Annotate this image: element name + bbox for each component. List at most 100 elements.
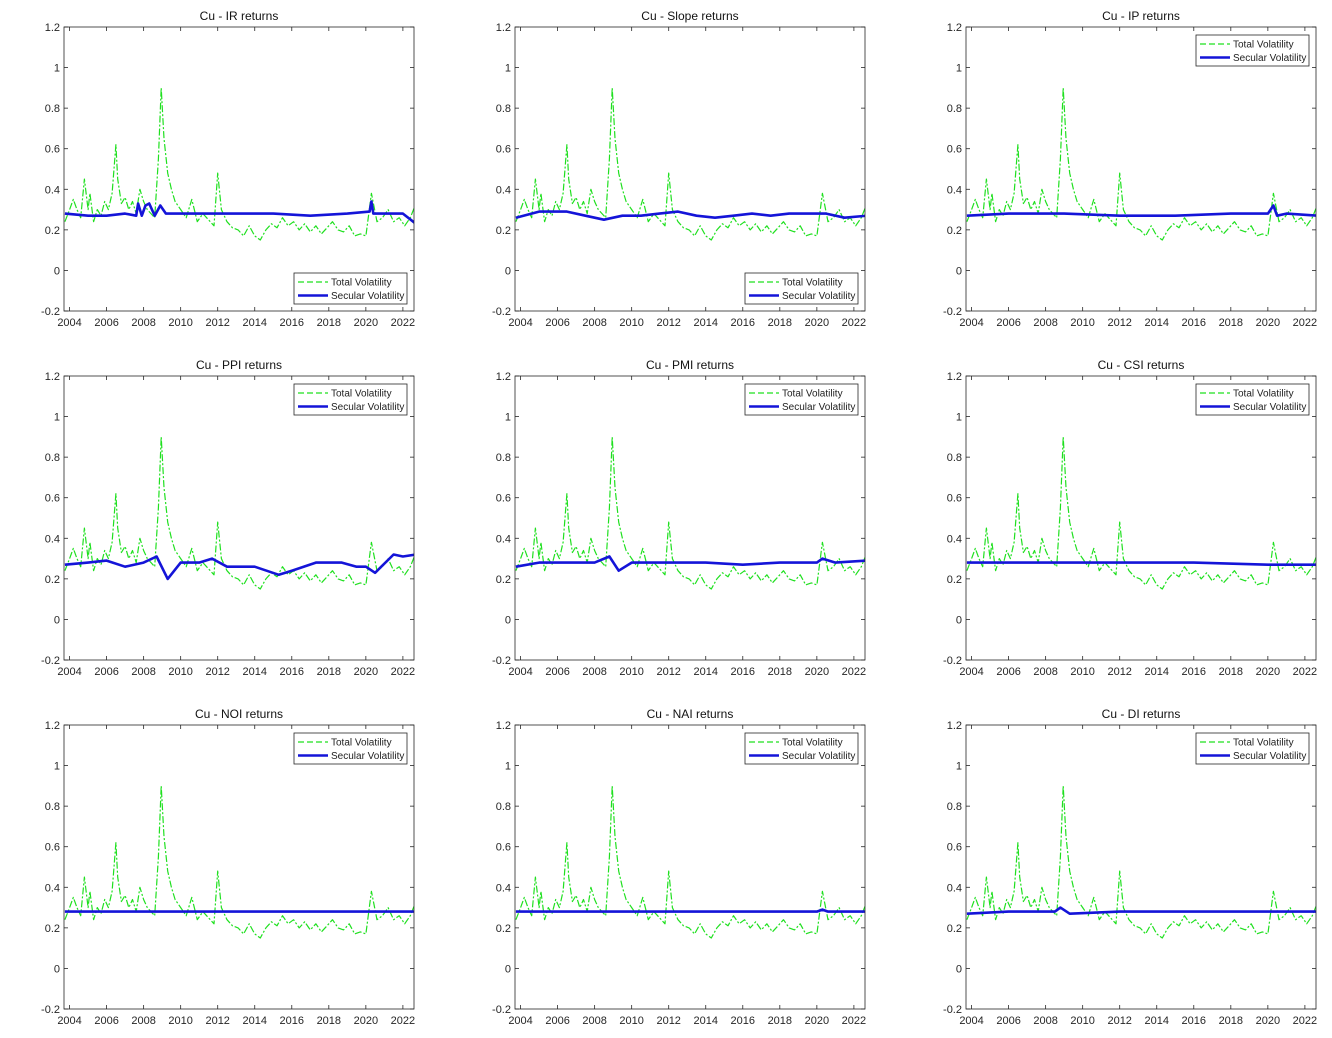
legend-label: Secular Volatility bbox=[1233, 402, 1306, 413]
y-tick-label: 0.2 bbox=[45, 923, 60, 935]
y-tick-label: 0.4 bbox=[45, 184, 60, 196]
y-tick-label: 0.8 bbox=[496, 103, 511, 115]
y-tick-label: 0 bbox=[54, 963, 60, 975]
y-tick-label: 0.6 bbox=[947, 493, 962, 505]
y-tick-label: 0 bbox=[505, 614, 511, 626]
x-tick-label: 2012 bbox=[656, 317, 680, 329]
x-tick-label: 2018 bbox=[1219, 1015, 1243, 1027]
chart-title: Cu - IP returns bbox=[1102, 9, 1180, 23]
x-tick-label: 2014 bbox=[1144, 666, 1168, 678]
legend: Total Volatility Secular Volatility bbox=[293, 732, 408, 765]
x-tick-label: 2016 bbox=[1182, 317, 1206, 329]
chart-title: Cu - NAI returns bbox=[647, 707, 734, 721]
x-tick-label: 2010 bbox=[1070, 666, 1094, 678]
x-tick-label: 2008 bbox=[131, 1015, 155, 1027]
x-tick-label: 2012 bbox=[1107, 1015, 1131, 1027]
y-tick-label: -0.2 bbox=[943, 306, 962, 318]
legend-label: Secular Volatility bbox=[331, 291, 404, 302]
x-tick-label: 2014 bbox=[693, 666, 717, 678]
legend-label: Secular Volatility bbox=[331, 402, 404, 413]
y-tick-label: -0.2 bbox=[492, 655, 511, 667]
x-tick-label: 2012 bbox=[1107, 666, 1131, 678]
y-tick-label: 1.2 bbox=[947, 720, 962, 732]
x-tick-label: 2012 bbox=[656, 666, 680, 678]
total-volatility-line bbox=[515, 87, 865, 241]
legend-box bbox=[293, 732, 408, 765]
x-tick-label: 2004 bbox=[508, 666, 532, 678]
x-tick-label: 2006 bbox=[94, 1015, 118, 1027]
x-tick-label: 2006 bbox=[996, 1015, 1020, 1027]
x-tick-label: 2016 bbox=[1182, 1015, 1206, 1027]
legend-box bbox=[293, 272, 408, 305]
x-tick-label: 2014 bbox=[693, 317, 717, 329]
axes-box bbox=[514, 724, 866, 1010]
legend: Total Volatility Secular Volatility bbox=[1195, 34, 1310, 67]
y-tick-label: 0.6 bbox=[496, 144, 511, 156]
y-tick-label: 0 bbox=[956, 963, 962, 975]
y-tick-label: -0.2 bbox=[41, 306, 60, 318]
axes-box bbox=[965, 375, 1317, 661]
x-tick-label: 2010 bbox=[1070, 317, 1094, 329]
x-tick-label: 2010 bbox=[619, 1015, 643, 1027]
legend: Total Volatility Secular Volatility bbox=[744, 272, 859, 305]
x-tick-label: 2022 bbox=[842, 317, 866, 329]
y-tick-label: 1 bbox=[54, 63, 60, 75]
y-tick-label: 1 bbox=[956, 412, 962, 424]
x-tick-label: 2012 bbox=[205, 317, 229, 329]
y-tick-label: 0.2 bbox=[45, 225, 60, 237]
legend-label: Total Volatility bbox=[1233, 389, 1294, 400]
x-tick-label: 2012 bbox=[205, 666, 229, 678]
y-tick-label: 0.2 bbox=[947, 923, 962, 935]
y-tick-label: 0.6 bbox=[45, 842, 60, 854]
y-tick-label: 0.8 bbox=[45, 103, 60, 115]
x-tick-label: 2012 bbox=[656, 1015, 680, 1027]
x-tick-label: 2020 bbox=[1256, 317, 1280, 329]
x-tick-label: 2014 bbox=[1144, 317, 1168, 329]
x-tick-label: 2004 bbox=[57, 666, 81, 678]
y-tick-label: 0 bbox=[505, 963, 511, 975]
y-tick-label: 0.4 bbox=[496, 882, 511, 894]
x-tick-label: 2018 bbox=[1219, 666, 1243, 678]
x-tick-label: 2010 bbox=[1070, 1015, 1094, 1027]
x-tick-label: 2016 bbox=[1182, 666, 1206, 678]
y-tick-label: -0.2 bbox=[492, 1004, 511, 1016]
x-tick-label: 2006 bbox=[94, 317, 118, 329]
y-tick-label: 1 bbox=[54, 761, 60, 773]
y-tick-label: 1.2 bbox=[496, 720, 511, 732]
subplot: Cu - CSI returns -0.2 0 0.2 0.4 0.6 0.8 1 1.2 200… bbox=[943, 358, 1317, 678]
x-tick-label: 2016 bbox=[731, 1015, 755, 1027]
chart-title: Cu - IR returns bbox=[200, 9, 279, 23]
axes-box bbox=[965, 724, 1317, 1010]
y-tick-label: 0.6 bbox=[45, 493, 60, 505]
legend-label: Total Volatility bbox=[782, 278, 843, 289]
x-tick-label: 2018 bbox=[1219, 317, 1243, 329]
y-tick-label: 0.4 bbox=[45, 882, 60, 894]
legend-label: Secular Volatility bbox=[331, 751, 404, 762]
y-tick-label: 0.8 bbox=[947, 452, 962, 464]
chart-title: Cu - Slope returns bbox=[641, 9, 738, 23]
legend: Total Volatility Secular Volatility bbox=[293, 272, 408, 305]
x-tick-label: 2022 bbox=[842, 1015, 866, 1027]
x-tick-label: 2006 bbox=[545, 666, 569, 678]
secular-volatility-line bbox=[966, 204, 1316, 217]
x-tick-label: 2006 bbox=[94, 666, 118, 678]
legend-label: Total Volatility bbox=[782, 389, 843, 400]
subplot: Cu - IR returns -0.2 0 0.2 0.4 0.6 0.8 1 1.2 2004… bbox=[41, 9, 415, 329]
legend-box bbox=[1195, 383, 1310, 416]
x-tick-label: 2018 bbox=[768, 666, 792, 678]
secular-volatility-line bbox=[515, 555, 865, 572]
x-tick-label: 2006 bbox=[996, 317, 1020, 329]
x-tick-label: 2004 bbox=[959, 317, 983, 329]
y-tick-label: 0.6 bbox=[496, 493, 511, 505]
y-tick-label: 0.8 bbox=[45, 801, 60, 813]
subplot: Cu - PPI returns -0.2 0 0.2 0.4 0.6 0.8 1 1.2 200… bbox=[41, 358, 415, 678]
legend-box bbox=[1195, 732, 1310, 765]
legend-box bbox=[293, 383, 408, 416]
x-tick-label: 2016 bbox=[731, 666, 755, 678]
y-tick-label: 0.4 bbox=[947, 184, 962, 196]
y-tick-label: 0 bbox=[956, 614, 962, 626]
legend-label: Total Volatility bbox=[1233, 40, 1294, 51]
secular-volatility-line bbox=[966, 906, 1316, 915]
legend-box bbox=[744, 383, 859, 416]
y-tick-label: 0.2 bbox=[496, 923, 511, 935]
